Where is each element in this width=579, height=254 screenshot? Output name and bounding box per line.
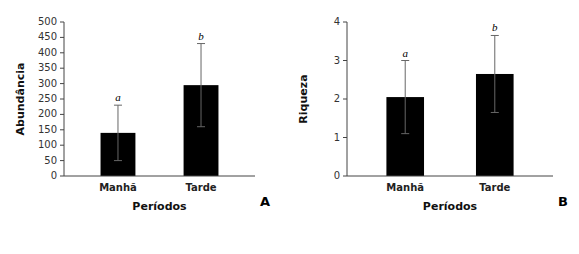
panel-label: B	[558, 194, 568, 209]
y-tick-label: 0	[334, 170, 340, 181]
marks	[101, 44, 219, 176]
y-tick-label: 0	[51, 170, 57, 181]
y-axis-label: Riqueza	[297, 74, 310, 123]
y-tick	[60, 129, 64, 130]
y-tick-label: 400	[38, 47, 57, 58]
y-tick-label: 450	[38, 31, 57, 42]
error-line	[494, 35, 495, 112]
y-tick-label: 300	[38, 78, 57, 89]
error-cap	[401, 133, 409, 134]
y-tick	[343, 137, 347, 138]
panel-label: A	[260, 194, 270, 209]
error-cap	[401, 60, 409, 61]
y-tick	[60, 37, 64, 38]
error-line	[117, 105, 118, 160]
y-tick-label: 2	[334, 93, 340, 104]
y-tick-label: 500	[38, 16, 57, 27]
y-tick	[343, 60, 347, 61]
y-tick-label: 3	[334, 55, 340, 66]
annotation: a	[115, 91, 121, 103]
annotation: b	[198, 30, 204, 42]
y-tick-label: 150	[38, 124, 57, 135]
y-tick	[60, 68, 64, 69]
error-cap	[491, 112, 499, 113]
x-axis	[347, 176, 553, 177]
y-tick-label: 1	[334, 132, 340, 143]
error-cap	[197, 43, 205, 44]
x-axis-label: Períodos	[132, 200, 187, 213]
y-tick-label: 350	[38, 62, 57, 73]
annotation: a	[402, 47, 408, 59]
y-tick	[60, 145, 64, 146]
panel: 0 1 2 3 4 a b Manhã TardePeríodos Riqueza B	[297, 16, 568, 213]
y-axis	[64, 22, 65, 176]
y-tick-label: 100	[38, 139, 57, 150]
error-cap	[197, 126, 205, 127]
y-tick	[343, 176, 347, 177]
error-cap	[491, 35, 499, 36]
error-bar	[401, 61, 409, 134]
y-tick	[60, 83, 64, 84]
y-tick	[60, 114, 64, 115]
y-tick-label: 200	[38, 108, 57, 119]
error-cap	[114, 105, 122, 106]
error-line	[405, 61, 406, 134]
error-line	[201, 44, 202, 127]
y-tick	[60, 176, 64, 177]
annotation: b	[492, 21, 498, 33]
y-tick-label: 250	[38, 93, 57, 104]
y-axis	[347, 22, 348, 176]
error-bar	[197, 44, 205, 127]
x-tick-label: Tarde	[479, 182, 510, 193]
x-axis-label: Períodos	[423, 200, 478, 213]
error-bar	[491, 35, 499, 112]
x-axis	[64, 176, 255, 177]
y-tick-label: 50	[44, 155, 57, 166]
error-bar	[114, 105, 122, 160]
y-axis-label: Abundância	[14, 63, 27, 136]
panel: 0 50 100 150 200 250 300 350 400 450 500 a b Manhã Tar…	[14, 16, 270, 213]
figure: 0 50 100 150 200 250 300 350 400 450 500 a b Manhã Tar…	[0, 0, 579, 254]
y-tick-label: 4	[334, 16, 340, 27]
y-tick	[60, 99, 64, 100]
marks	[386, 35, 513, 176]
y-tick	[60, 22, 64, 23]
error-cap	[114, 160, 122, 161]
x-tick-label: Tarde	[185, 182, 216, 193]
x-tick-label: Manhã	[386, 182, 424, 193]
y-tick	[60, 52, 64, 53]
y-tick	[343, 22, 347, 23]
y-tick	[343, 99, 347, 100]
y-tick	[60, 160, 64, 161]
x-tick-label: Manhã	[99, 182, 137, 193]
